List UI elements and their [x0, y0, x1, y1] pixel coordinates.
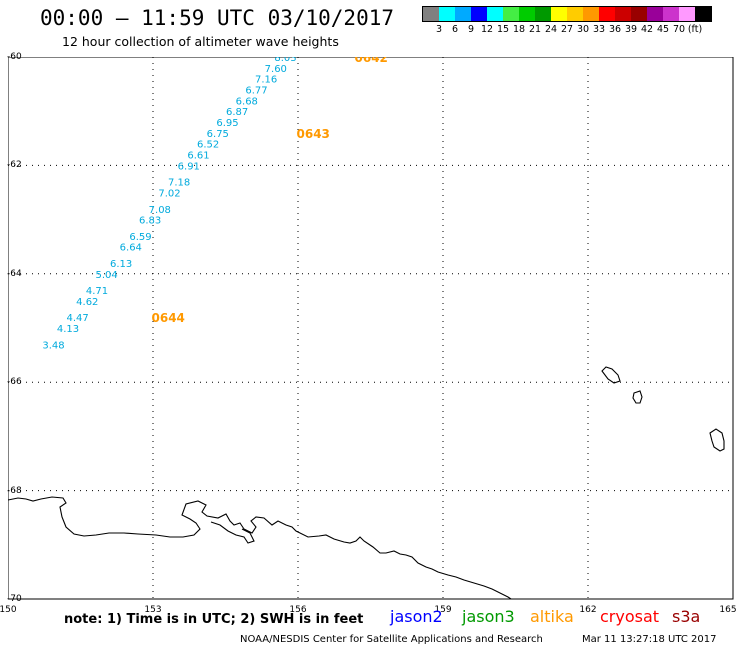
legend-label: 70	[672, 24, 686, 35]
swh-value-label: 7.02	[158, 189, 180, 200]
swh-value-label: 4.71	[86, 286, 108, 297]
mission-altika: altika	[530, 607, 574, 626]
swh-value-label: 6.91	[178, 161, 200, 172]
legend-swatch	[615, 7, 631, 21]
legend-label: 33	[592, 24, 606, 35]
swh-value-label: 6.59	[129, 232, 151, 243]
mission-jason2: jason2	[390, 607, 443, 626]
swh-value-label: 5.04	[96, 270, 118, 281]
swh-value-label: 7.18	[168, 178, 190, 189]
swh-value-label: 6.13	[110, 259, 132, 270]
map-frame	[8, 57, 734, 600]
longitude-tick-label: 165	[719, 605, 737, 615]
legend-swatch	[487, 7, 503, 21]
swh-value-label: 4.62	[76, 297, 98, 308]
swh-value-label: 6.64	[120, 243, 142, 254]
swh-value-label: 6.52	[197, 140, 219, 151]
latitude-tick-label: -64	[7, 268, 22, 279]
note-text: note: 1) Time is in UTC; 2) SWH is in fe…	[64, 612, 364, 627]
legend-labels: 3 6 9 12 15 18 21 24 27 30 33 36 39 42 45 70 (ft)	[422, 22, 712, 36]
map-plot: 8.037.607.166.776.686.876.956.756.526.61…	[8, 57, 734, 600]
legend-label: 12	[480, 24, 494, 35]
swh-value-label: 6.87	[226, 107, 248, 118]
swh-value-label: 6.95	[216, 118, 238, 129]
legend-swatch	[423, 7, 439, 21]
legend-label: 42	[640, 24, 654, 35]
legend-swatch	[647, 7, 663, 21]
legend-swatch	[583, 7, 599, 21]
longitude-tick-label: 156	[289, 605, 307, 615]
latitude-tick-label: -62	[7, 160, 22, 171]
swh-value-label: 6.83	[139, 216, 161, 227]
legend-label: 24	[544, 24, 558, 35]
swh-value-label: 4.13	[57, 324, 79, 335]
swh-value-label: 3.48	[42, 340, 64, 351]
swh-value-label: 4.47	[67, 313, 89, 324]
latitude-tick-label: -66	[7, 377, 22, 388]
mission-jason3: jason3	[462, 607, 515, 626]
legend-swatch	[503, 7, 519, 21]
legend-swatch	[455, 7, 471, 21]
longitude-tick-label: 159	[434, 605, 452, 615]
legend-swatch	[551, 7, 567, 21]
graticule	[8, 57, 733, 599]
legend-swatch	[439, 7, 455, 21]
longitude-tick-label: 150	[0, 605, 17, 615]
latitude-tick-label: -68	[7, 485, 22, 496]
swh-value-label: 7.60	[265, 64, 287, 75]
swh-value-label: 6.75	[207, 129, 229, 140]
legend-swatch	[567, 7, 583, 21]
longitude-tick-label: 162	[579, 605, 597, 615]
island-buckle	[632, 390, 643, 404]
legend-swatch	[535, 7, 551, 21]
legend-swatch	[471, 7, 487, 21]
page-title: 00:00 – 11:59 UTC 03/10/2017	[40, 6, 395, 30]
footer-timestamp: Mar 11 13:27:18 UTC 2017	[582, 634, 717, 645]
swh-value-label: 7.16	[255, 75, 277, 86]
legend-swatch	[519, 7, 535, 21]
mission-cryosat: cryosat	[600, 607, 660, 626]
mission-s3a: s3a	[672, 607, 701, 626]
coastline-antarctica	[8, 496, 512, 600]
altimeter-track: 8.037.607.166.776.686.876.956.756.526.61…	[42, 57, 388, 351]
legend-label: 39	[624, 24, 638, 35]
legend-swatch	[679, 7, 695, 21]
legend-label: 9	[467, 24, 475, 35]
longitude-tick-label: 153	[144, 605, 162, 615]
coastline-inlet	[210, 521, 255, 544]
swh-value-label: 6.61	[187, 151, 209, 162]
footer-credit: NOAA/NESDIS Center for Satellite Applica…	[240, 634, 543, 645]
legend-swatch	[599, 7, 615, 21]
legend-label: 15	[496, 24, 510, 35]
legend-swatch	[663, 7, 679, 21]
page-subtitle: 12 hour collection of altimeter wave hei…	[62, 34, 339, 49]
time-label: 0642	[355, 57, 388, 65]
island-sturge	[709, 428, 725, 452]
swh-value-label: 8.03	[274, 57, 296, 64]
legend-swatch	[631, 7, 647, 21]
legend-label: 30	[576, 24, 590, 35]
legend-label: 36	[608, 24, 622, 35]
legend-label: 6	[451, 24, 459, 35]
swh-value-label: 7.08	[149, 205, 171, 216]
latitude-tick-label: -70	[7, 594, 22, 604]
swh-value-label: 6.68	[236, 96, 258, 107]
time-label: 0644	[152, 311, 185, 325]
time-label: 0643	[297, 127, 330, 141]
legend-label: 45	[656, 24, 670, 35]
legend-label: 27	[560, 24, 574, 35]
swh-value-label: 6.77	[245, 86, 267, 97]
legend-swatch	[695, 7, 711, 21]
legend-label: 18	[512, 24, 526, 35]
island-young	[601, 366, 621, 384]
legend-label: 21	[528, 24, 542, 35]
legend-label: (ft)	[687, 24, 703, 35]
latitude-tick-label: -60	[7, 52, 22, 62]
legend-color-bar	[422, 6, 712, 22]
color-legend: 3 6 9 12 15 18 21 24 27 30 33 36 39 42 45 70 (ft)	[422, 6, 712, 36]
legend-label: 3	[435, 24, 443, 35]
